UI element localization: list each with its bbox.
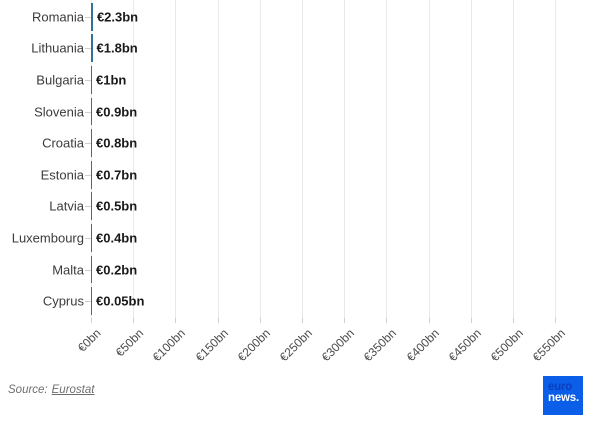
- x-axis-tick: [259, 318, 261, 323]
- gridline: [344, 0, 346, 318]
- x-axis-tick-label: €250bn: [276, 326, 315, 365]
- y-axis-tick: [85, 48, 91, 50]
- x-axis-tick-label: €100bn: [150, 326, 189, 365]
- value-label: €0.5bn: [96, 198, 138, 214]
- gridline: [555, 0, 557, 318]
- x-axis-tick: [386, 318, 388, 323]
- y-axis-tick: [85, 237, 91, 239]
- category-label: Malta: [52, 262, 84, 278]
- category-label: Bulgaria: [36, 72, 84, 88]
- gridline: [217, 0, 219, 318]
- bar: [91, 97, 92, 126]
- category-label: Croatia: [42, 135, 84, 151]
- x-axis-tick-label: €400bn: [403, 326, 442, 365]
- x-axis-tick: [344, 318, 346, 323]
- bar: [91, 66, 92, 94]
- value-label: €0.8bn: [96, 135, 138, 151]
- category-label: Slovenia: [34, 104, 84, 120]
- x-axis-tick: [470, 318, 472, 323]
- x-axis-tick: [133, 318, 135, 323]
- chart-row: Estonia €0.7bn: [0, 159, 605, 191]
- bar: [91, 34, 93, 63]
- x-axis-tick-label: €350bn: [361, 326, 400, 365]
- x-axis-tick: [302, 318, 303, 323]
- category-label: Luxembourg: [11, 230, 84, 246]
- euronews-logo-line2: news.: [548, 391, 579, 404]
- x-axis-tick-label: €50bn: [112, 326, 147, 360]
- source-prefix: Source:: [8, 384, 48, 396]
- x-axis-tick-label: €450bn: [445, 326, 484, 365]
- gridline: [302, 0, 303, 318]
- value-label: €0.05bn: [96, 293, 145, 309]
- source-link[interactable]: Eurostat: [51, 384, 95, 396]
- value-label: €0.2bn: [96, 262, 138, 278]
- y-axis-tick: [85, 174, 91, 176]
- chart-row: Bulgaria €1bn: [0, 64, 605, 96]
- x-axis-tick: [217, 318, 219, 323]
- y-axis-tick: [85, 301, 91, 303]
- gridline: [133, 0, 135, 318]
- value-label: €1.8bn: [96, 40, 138, 56]
- source-text: Source: Eurostat: [8, 384, 94, 396]
- euronews-logo[interactable]: euro news.: [543, 376, 583, 415]
- y-axis-tick: [85, 143, 91, 145]
- chart-footer: Source: Eurostat euro news.: [0, 370, 605, 424]
- gridline: [259, 0, 261, 318]
- chart-row: Croatia €0.8bn: [0, 127, 605, 159]
- bar: [91, 160, 92, 189]
- x-axis-tick-label: €0bn: [75, 326, 104, 355]
- gridline: [91, 0, 92, 318]
- chart-row: Latvia €0.5bn: [0, 191, 605, 223]
- gridline: [428, 0, 430, 318]
- value-label: €0.9bn: [96, 104, 138, 120]
- x-axis-tick: [91, 318, 92, 323]
- y-axis-tick: [85, 269, 91, 271]
- x-axis-tick-label: €550bn: [529, 326, 569, 365]
- value-label: €1bn: [96, 72, 127, 88]
- gridline: [470, 0, 472, 318]
- bar: [91, 192, 92, 221]
- bar: [91, 2, 93, 31]
- gridline: [386, 0, 388, 318]
- euronews-logo-line1: euro: [548, 381, 573, 393]
- y-axis-tick: [85, 111, 91, 113]
- x-axis-tick-label: €150bn: [192, 326, 231, 365]
- category-label: Romania: [31, 9, 84, 25]
- value-label: €0.7bn: [96, 167, 138, 183]
- bar: [91, 255, 92, 284]
- x-axis-tick: [428, 318, 430, 323]
- category-label: Cyprus: [42, 293, 84, 309]
- y-axis-tick: [85, 79, 91, 81]
- chart-row: Lithuania €1.8bn: [0, 33, 605, 65]
- category-label: Estonia: [40, 167, 84, 183]
- x-axis-tick: [513, 318, 514, 323]
- chart-row: Cyprus €0.05bn: [0, 285, 605, 317]
- y-axis-tick: [85, 16, 91, 18]
- bar: [91, 224, 92, 252]
- gridline: [513, 0, 514, 318]
- x-axis-tick-label: €300bn: [318, 326, 358, 365]
- value-label: €0.4bn: [96, 230, 138, 246]
- x-axis-tick-label: €500bn: [487, 326, 526, 365]
- bar: [91, 287, 92, 316]
- chart-row: Slovenia €0.9bn: [0, 96, 605, 128]
- category-label: Latvia: [49, 198, 84, 214]
- value-label: €2.3bn: [96, 9, 139, 25]
- chart-row: Malta €0.2bn: [0, 254, 605, 286]
- chart-row: Luxembourg €0.4bn: [0, 222, 605, 254]
- x-axis-tick-label: €200bn: [234, 326, 273, 365]
- chart-row: Romania €2.3bn: [0, 1, 605, 33]
- bar: [91, 129, 92, 158]
- x-axis-tick: [555, 318, 557, 323]
- x-axis-tick: [175, 318, 177, 323]
- y-axis-tick: [85, 206, 91, 208]
- category-label: Lithuania: [31, 40, 84, 56]
- gridline: [175, 0, 177, 318]
